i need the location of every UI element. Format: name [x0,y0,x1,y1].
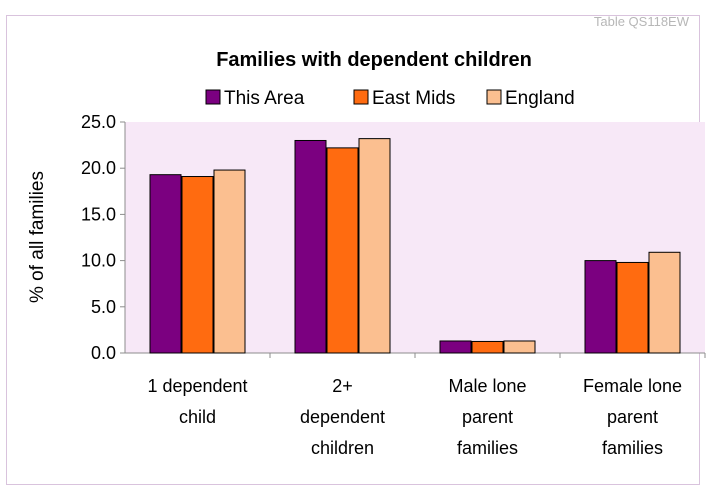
category-label-line: Male lone [448,376,526,396]
legend-swatch [205,89,221,105]
legend-item: England [486,88,575,109]
bar [326,147,359,354]
y-tick-label: 15.0 [81,204,116,224]
legend-label: This Area [224,88,305,109]
bar [439,340,472,354]
category-label-line: Female lone [583,376,682,396]
category-label-line: families [457,438,518,458]
bar [213,169,246,354]
bar [294,139,327,354]
category-label: Male lone parent families [448,376,526,458]
category-label-line: dependent [300,407,385,427]
y-axis-label: % of all families [27,171,48,303]
category-label-line: parent [607,407,658,427]
table-reference: Table QS118EW [593,14,689,29]
bar [616,261,649,354]
chart-title: Families with dependent children [216,49,532,71]
bar [648,251,681,354]
category-label-line: 1 dependent [147,376,247,396]
legend: This Area East Mids England [205,88,575,109]
bar [181,176,214,354]
legend-item: This Area [205,88,305,109]
legend-item: East Mids [353,88,455,109]
bar [149,174,182,354]
category-label: 2+ dependent children [300,376,385,458]
y-tick-label: 25.0 [81,112,116,132]
category-label-line: child [179,407,216,427]
y-tick-label: 10.0 [81,251,116,271]
legend-label: England [505,88,575,109]
bar [503,340,536,354]
category-label-line: parent [462,407,513,427]
bar [584,260,617,354]
legend-label: East Mids [372,88,455,109]
legend-swatch [486,89,502,105]
category-label-line: children [311,438,374,458]
category-label-line: families [602,438,663,458]
bar [471,340,504,354]
category-label: 1 dependent child [147,376,247,427]
y-tick-label: 20.0 [81,158,116,178]
y-tick-label: 0.0 [91,343,116,363]
category-labels: 1 dependent child 2+ dependent children Male … [147,376,682,458]
bars [149,138,681,354]
y-tick-label: 5.0 [91,297,116,317]
bar [358,138,391,354]
category-label-line: 2+ [332,376,353,396]
category-label: Female lone parent families [583,376,682,458]
legend-swatch [353,89,369,105]
